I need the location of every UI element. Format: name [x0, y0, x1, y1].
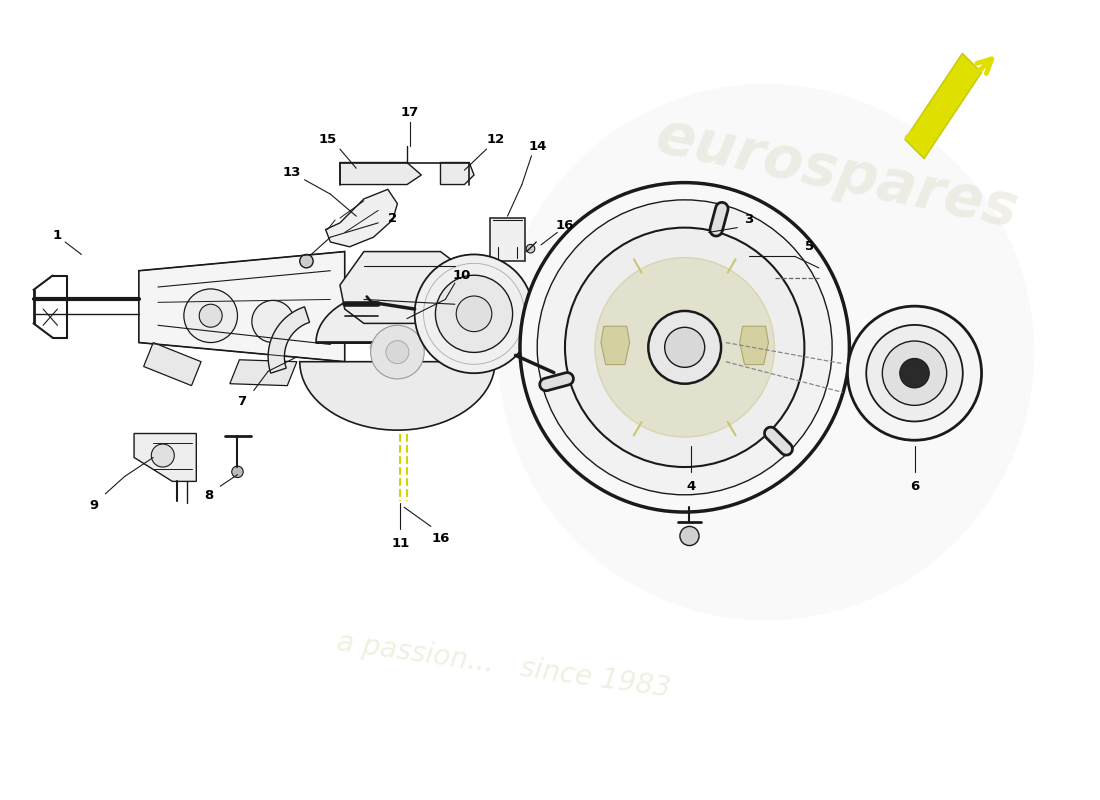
Text: 16: 16: [431, 532, 450, 546]
Text: 1: 1: [53, 229, 62, 242]
Circle shape: [680, 526, 698, 546]
Text: 16: 16: [556, 219, 574, 232]
Text: 3: 3: [745, 214, 754, 226]
Circle shape: [386, 341, 409, 364]
Circle shape: [498, 84, 1034, 620]
Circle shape: [456, 296, 492, 332]
Circle shape: [526, 244, 535, 253]
Text: 11: 11: [392, 537, 409, 550]
Text: 6: 6: [910, 480, 920, 493]
Text: 8: 8: [205, 490, 213, 502]
Polygon shape: [144, 342, 201, 386]
Circle shape: [232, 466, 243, 478]
Circle shape: [565, 228, 804, 467]
Text: 2: 2: [388, 211, 397, 225]
Circle shape: [866, 325, 962, 422]
Circle shape: [184, 289, 238, 342]
Polygon shape: [491, 218, 525, 261]
Polygon shape: [739, 326, 769, 365]
Circle shape: [900, 358, 930, 388]
Text: 7: 7: [236, 395, 246, 409]
Text: 17: 17: [400, 106, 419, 119]
Polygon shape: [139, 251, 344, 362]
Circle shape: [537, 200, 833, 495]
Text: 5: 5: [804, 240, 814, 254]
Circle shape: [520, 182, 849, 512]
Polygon shape: [340, 251, 470, 323]
Polygon shape: [905, 54, 981, 158]
Polygon shape: [134, 434, 196, 482]
Circle shape: [595, 258, 774, 437]
Polygon shape: [601, 326, 629, 365]
Circle shape: [664, 327, 705, 367]
Circle shape: [415, 254, 534, 373]
Circle shape: [648, 311, 722, 384]
Circle shape: [436, 275, 513, 353]
Circle shape: [252, 301, 294, 342]
Circle shape: [882, 341, 947, 406]
Text: 10: 10: [452, 269, 471, 282]
Circle shape: [152, 444, 174, 467]
Text: 12: 12: [487, 133, 505, 146]
Polygon shape: [440, 162, 474, 185]
Circle shape: [299, 254, 314, 268]
Text: 14: 14: [529, 140, 548, 153]
Text: 4: 4: [686, 480, 696, 493]
Polygon shape: [326, 190, 397, 246]
Text: 15: 15: [318, 133, 337, 146]
Text: 13: 13: [283, 166, 301, 178]
Polygon shape: [268, 307, 309, 373]
Polygon shape: [230, 360, 297, 386]
Text: eurospares: eurospares: [651, 107, 1024, 240]
Ellipse shape: [370, 299, 387, 321]
Circle shape: [371, 326, 425, 379]
Polygon shape: [316, 290, 478, 342]
Text: a passion...   since 1983: a passion... since 1983: [336, 628, 672, 703]
Circle shape: [199, 304, 222, 327]
Text: 9: 9: [89, 499, 98, 512]
Circle shape: [847, 306, 981, 440]
Polygon shape: [299, 362, 495, 430]
Polygon shape: [340, 162, 421, 185]
